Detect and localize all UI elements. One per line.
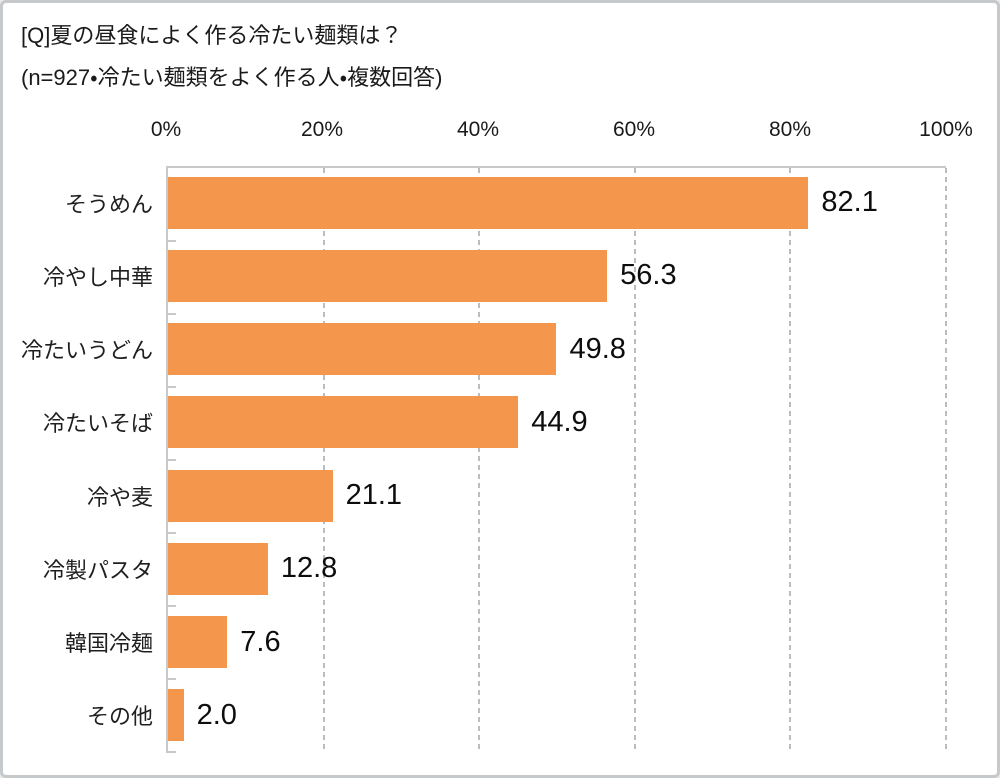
x-axis: 0% 20% 40% 60% 80% 100%	[151, 115, 973, 145]
category-label: そうめん	[64, 191, 153, 217]
bar-row: 冷製パスタ 12.8	[3, 532, 946, 605]
bar-track: 56.3	[166, 239, 946, 312]
value-label: 7.6	[240, 625, 281, 658]
bar-row: 冷やし中華 56.3	[3, 239, 946, 312]
chart-title: [Q]夏の昼食によく作る冷たい麺類は？	[21, 23, 403, 48]
category-axis-tick	[166, 459, 176, 461]
bar-row: 韓国冷麺 7.6	[3, 606, 946, 679]
chart-title-block: [Q]夏の昼食によく作る冷たい麺類は？ (n=927・冷たい麺類をよく作る人・複…	[21, 15, 977, 99]
bar-track: 44.9	[166, 386, 946, 459]
category-label: 冷やし中華	[42, 264, 153, 290]
bar	[168, 469, 333, 522]
bar-track: 49.8	[166, 313, 946, 386]
category-axis-tick	[166, 313, 176, 315]
category-axis-tick	[166, 605, 176, 607]
category-label: 冷たいそば	[42, 411, 153, 437]
bar-row: 冷たいうどん 49.8	[3, 313, 946, 386]
gridline	[945, 168, 947, 752]
bar-track: 82.1	[166, 166, 946, 239]
value-label: 56.3	[620, 259, 677, 292]
bar-row: そうめん 82.1	[3, 166, 946, 239]
gridline	[322, 168, 325, 752]
x-axis-tick-label: 0%	[150, 118, 182, 141]
category-label: 冷製パスタ	[42, 557, 153, 583]
category-label: 冷たいうどん	[20, 338, 153, 364]
category-axis-tick	[166, 532, 176, 534]
x-axis-tick-label: 80%	[768, 118, 812, 141]
x-axis-tick-label: 40%	[456, 118, 500, 141]
category-axis-tick	[166, 386, 176, 388]
category-label: 韓国冷麺	[64, 631, 153, 657]
value-label: 44.9	[531, 405, 588, 438]
bar-row: その他 2.0	[3, 679, 946, 752]
bar	[168, 396, 519, 449]
bar	[168, 323, 557, 376]
gridline	[633, 168, 636, 752]
category-label: その他	[86, 704, 153, 730]
category-axis-tick	[166, 240, 176, 242]
bar-row: 冷や麦 21.1	[3, 459, 946, 532]
x-axis-tick-label: 100%	[919, 118, 973, 141]
value-label: 21.1	[345, 479, 403, 512]
bar-track: 21.1	[166, 459, 946, 532]
bar	[168, 616, 228, 669]
bar	[168, 689, 184, 742]
bar-track: 7.6	[166, 606, 946, 679]
value-label: 12.8	[280, 552, 338, 585]
x-axis-tick-label: 20%	[300, 118, 344, 141]
gridline	[789, 168, 792, 752]
category-axis-tick	[166, 678, 176, 680]
bar	[168, 176, 809, 229]
bar	[168, 249, 608, 302]
bar-track: 12.8	[166, 532, 946, 605]
x-axis-tick-label: 60%	[612, 118, 656, 141]
category-axis-tick	[166, 751, 176, 753]
gridline	[478, 168, 481, 752]
chart-subtitle: (n=927・冷たい麺類をよく作る人・複数回答)	[21, 65, 443, 90]
plot-area	[166, 166, 947, 753]
bar-track: 2.0	[166, 679, 946, 752]
bar-rows: そうめん 82.1 冷やし中華 56.3 冷たいうどん 49.8 冷たいそば 4…	[3, 166, 946, 752]
value-label: 2.0	[196, 698, 237, 731]
bar	[168, 542, 268, 595]
bar-row: 冷たいそば 44.9	[3, 386, 946, 459]
value-label: 82.1	[821, 186, 878, 219]
category-label: 冷や麦	[86, 484, 153, 510]
value-label: 49.8	[569, 332, 626, 365]
